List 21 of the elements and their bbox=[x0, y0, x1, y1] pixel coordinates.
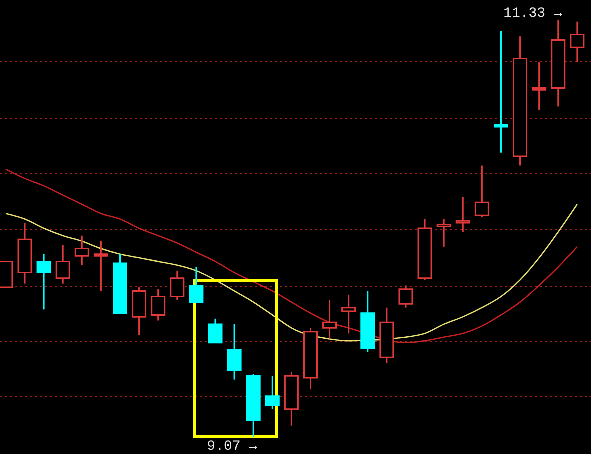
candlestick bbox=[342, 294, 356, 334]
candlestick bbox=[227, 324, 242, 381]
candlestick bbox=[56, 244, 70, 285]
candlestick bbox=[74, 235, 90, 266]
candlestick bbox=[151, 288, 166, 322]
candlestick bbox=[36, 254, 52, 310]
candlestick bbox=[398, 284, 414, 309]
candlestick bbox=[170, 270, 185, 302]
candlestick bbox=[322, 300, 338, 340]
candlestick bbox=[436, 218, 452, 248]
text: 9.07 → bbox=[207, 439, 258, 454]
candlestick bbox=[494, 30, 508, 154]
candlestick bbox=[94, 240, 108, 292]
candlestick bbox=[189, 266, 204, 304]
candlestick bbox=[532, 62, 547, 112]
candlestick bbox=[208, 318, 223, 344]
candlestick bbox=[265, 375, 280, 410]
candlestick bbox=[474, 165, 490, 218]
candlestick bbox=[570, 21, 585, 64]
annotation: 11.33 → bbox=[504, 6, 563, 22]
candlestick bbox=[456, 196, 470, 233]
